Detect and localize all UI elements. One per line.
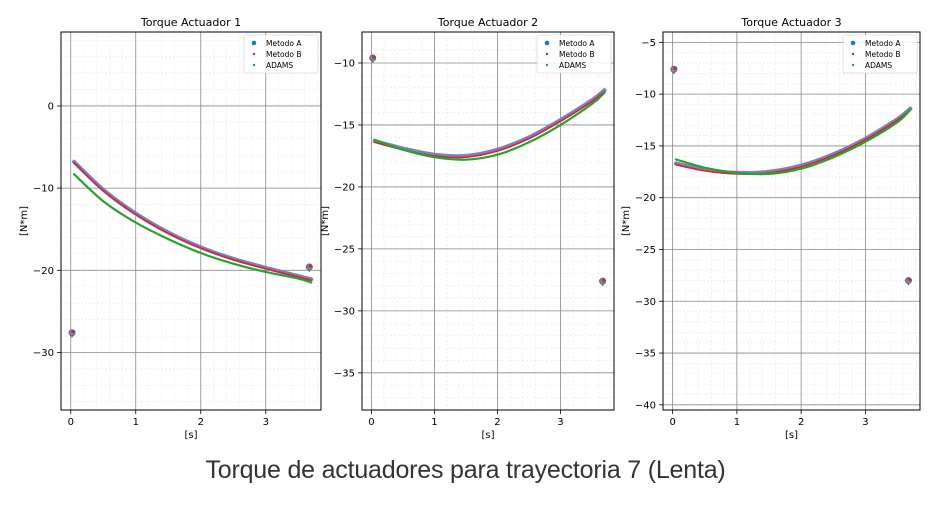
- outlier-point: [907, 283, 910, 286]
- chart-panel-2: 0 1 2 3 −10 −15 −20 −25 −30 −35 Torque Actuador 2 […: [320, 16, 615, 441]
- x-tick-label: 1: [133, 417, 139, 428]
- y-tick-label: −20: [635, 193, 656, 204]
- y-tick-label: −30: [334, 306, 355, 317]
- y-tick-label: −30: [635, 297, 656, 308]
- legend-box: [243, 34, 319, 74]
- chart-panel-1: 0 1 2 3 0 −10 −20 −30 Torque Actuador 1 [s] [N*m] M…: [19, 16, 322, 441]
- chart-title: Torque Actuador 3: [740, 16, 841, 29]
- outlier-point: [601, 284, 604, 287]
- x-tick-label: 0: [68, 417, 74, 428]
- outlier-point: [371, 61, 374, 63]
- outlier-point: [673, 72, 675, 75]
- outlier-point: [71, 330, 75, 334]
- outlier-point: [372, 55, 376, 59]
- legend-marker: [544, 40, 550, 46]
- axes-frame: [361, 31, 615, 411]
- y-tick-label: −10: [334, 58, 355, 69]
- x-axis-label: [s]: [785, 430, 798, 441]
- outlier-point: [907, 277, 912, 282]
- legend: Metodo A Metodo B ADAMS: [243, 34, 319, 74]
- series-line-adams: [674, 108, 912, 176]
- legend-marker: [252, 63, 256, 67]
- legend-label: Metodo A: [559, 39, 595, 48]
- outlier-point: [602, 278, 606, 282]
- x-tick-label: 2: [198, 417, 204, 428]
- x-axis-label: [s]: [481, 430, 494, 441]
- legend-label: ADAMS: [266, 61, 293, 70]
- x-tick-label: 3: [557, 417, 563, 428]
- legend-marker: [252, 52, 256, 56]
- y-tick-label: −20: [33, 266, 54, 277]
- legend-label: Metodo A: [266, 39, 302, 48]
- y-axis-label: [N*m]: [621, 206, 632, 236]
- y-tick-label: −15: [635, 141, 656, 152]
- series-line-adams: [72, 173, 313, 284]
- plot-area: [362, 32, 614, 410]
- plot-area: [663, 32, 920, 410]
- x-tick-label: 3: [862, 417, 868, 428]
- y-tick-label: −20: [334, 182, 355, 193]
- outlier-point: [308, 270, 311, 272]
- legend-label: Metodo A: [865, 39, 901, 48]
- y-tick-label: −25: [635, 245, 656, 256]
- outlier-point: [71, 335, 73, 338]
- legend-marker: [851, 52, 855, 56]
- legend-label: ADAMS: [865, 61, 892, 70]
- chart-title: Torque Actuador 1: [140, 16, 241, 29]
- y-tick-label: −10: [635, 90, 656, 101]
- series-line-metodo-a: [673, 106, 913, 175]
- legend: Metodo A Metodo B ADAMS: [842, 34, 918, 74]
- y-tick-label: −10: [33, 184, 54, 195]
- x-tick-label: 2: [798, 417, 804, 428]
- legend: Metodo A Metodo B ADAMS: [536, 34, 612, 74]
- chart-panel-3: 0 1 2 3 −5 −10 −15 −20 −25 −30 −35 −40 Torque Actuad…: [621, 16, 921, 441]
- legend-marker: [545, 52, 549, 56]
- legend-marker: [851, 63, 855, 67]
- y-tick-label: −5: [641, 38, 656, 49]
- legend-label: Metodo B: [865, 50, 901, 59]
- y-axis-label: [N*m]: [320, 206, 331, 236]
- x-tick-label: 0: [669, 417, 675, 428]
- x-tick-label: 3: [263, 417, 269, 428]
- legend-marker: [545, 63, 549, 67]
- legend-label: Metodo B: [559, 50, 595, 59]
- outlier-point: [673, 66, 677, 70]
- series-line-metodo-b: [73, 161, 313, 281]
- series-line-metodo-b: [675, 108, 912, 175]
- series-line-adams: [373, 91, 606, 161]
- y-tick-label: −15: [334, 120, 355, 131]
- charts-canvas: 0 1 2 3 0 −10 −20 −30 Torque Actuador 1 [s] [N*m] M…: [19, 16, 921, 441]
- x-tick-label: 0: [368, 417, 374, 428]
- y-tick-label: −25: [334, 244, 355, 255]
- legend-marker: [251, 40, 257, 46]
- y-tick-label: 0: [48, 101, 54, 112]
- y-tick-label: −35: [334, 368, 355, 379]
- axes-frame: [662, 31, 921, 411]
- y-tick-label: −35: [635, 349, 656, 360]
- axes-frame: [60, 31, 322, 411]
- outlier-point: [308, 264, 312, 268]
- legend-label: ADAMS: [559, 61, 586, 70]
- y-tick-label: −30: [33, 348, 54, 359]
- series-line-metodo-a: [372, 88, 607, 159]
- x-tick-label: 1: [734, 417, 740, 428]
- chart-title: Torque Actuador 2: [437, 16, 538, 29]
- legend-box: [536, 34, 612, 74]
- x-axis-label: [s]: [184, 430, 197, 441]
- legend-label: Metodo B: [266, 50, 302, 59]
- x-tick-label: 1: [431, 417, 437, 428]
- legend-marker: [850, 40, 856, 46]
- y-tick-label: −40: [635, 400, 656, 411]
- figure-caption: Torque de actuadores para trayectoria 7 …: [205, 456, 726, 484]
- legend-box: [842, 34, 918, 74]
- x-tick-label: 2: [494, 417, 500, 428]
- y-axis-label: [N*m]: [19, 206, 30, 236]
